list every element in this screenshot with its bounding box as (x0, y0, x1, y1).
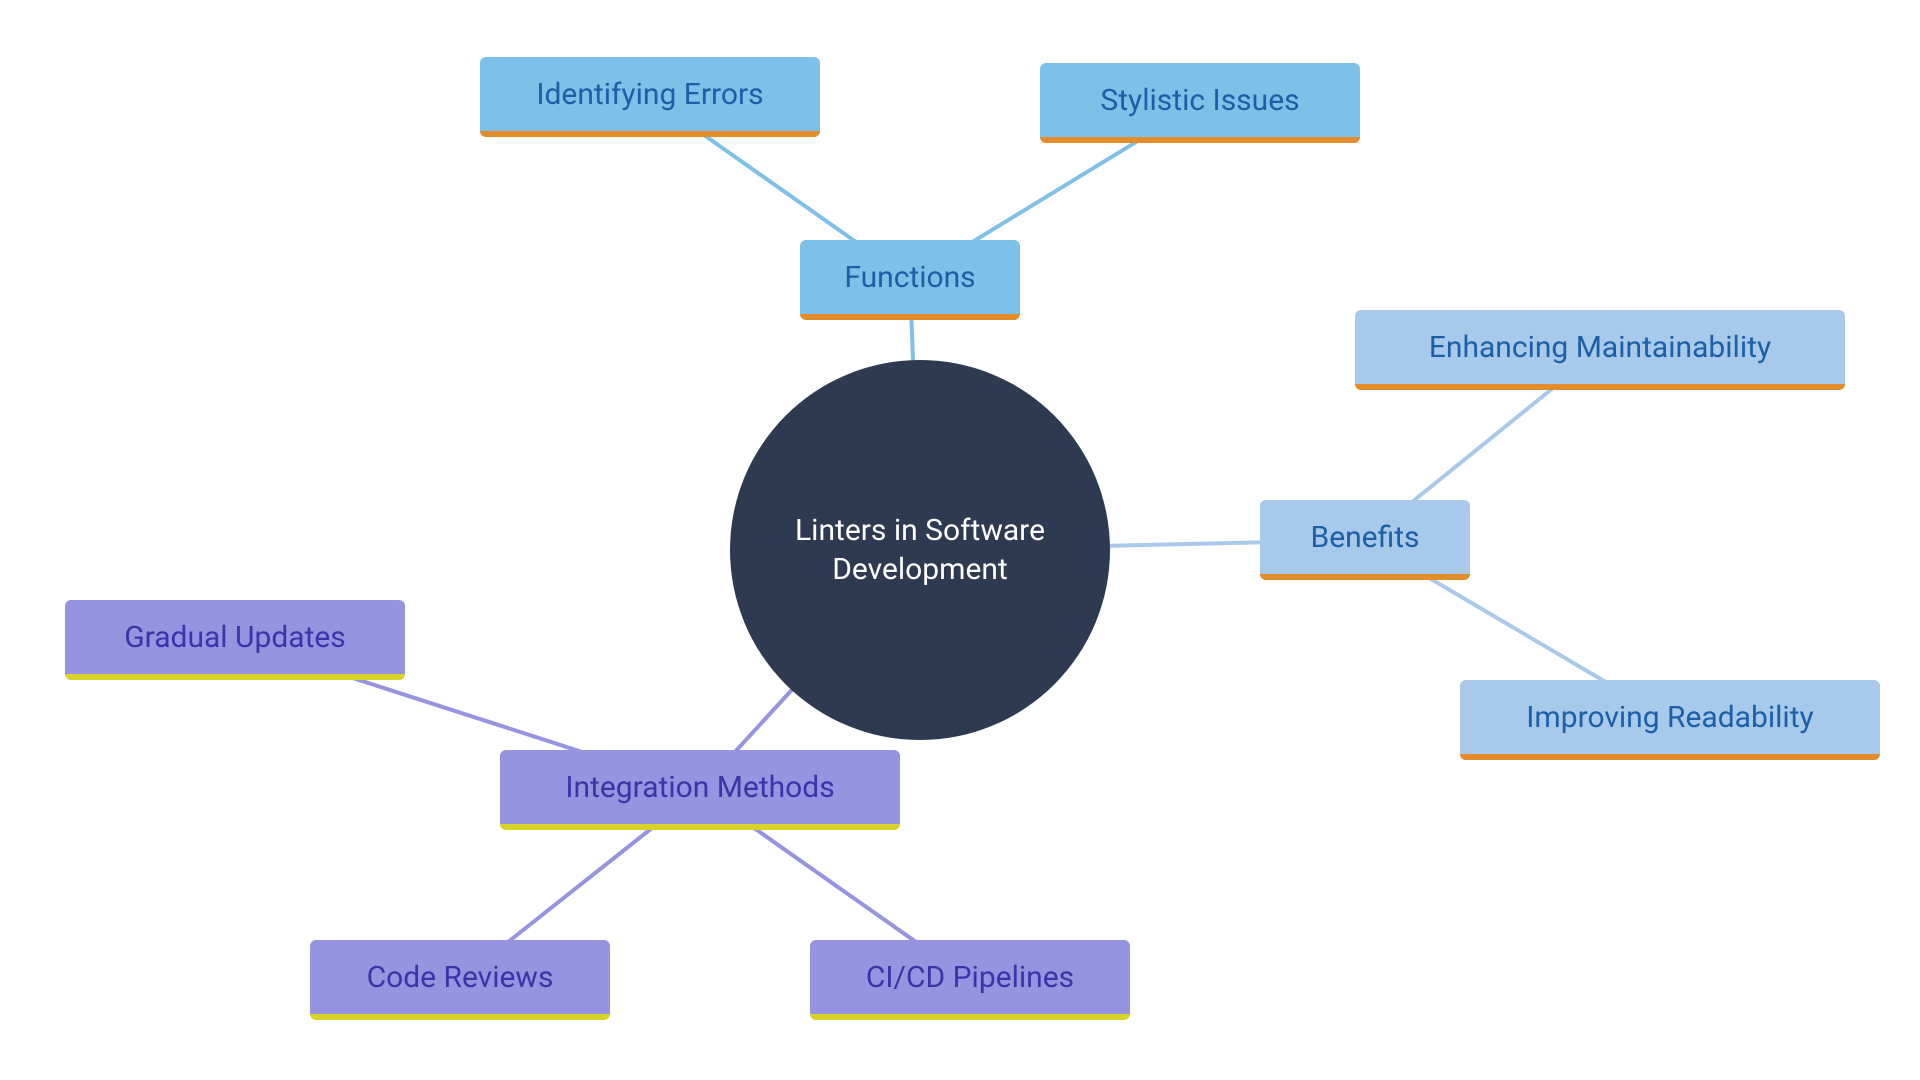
branch-benefits: Benefits (1260, 500, 1470, 580)
mindmap-canvas: Linters in SoftwareDevelopment Functions I… (0, 0, 1920, 1080)
leaf-code-reviews: Code Reviews (310, 940, 610, 1020)
leaf-enhancing-maintainability: Enhancing Maintainability (1355, 310, 1845, 390)
branch-integration-methods: Integration Methods (500, 750, 900, 830)
leaf-gradual-updates: Gradual Updates (65, 600, 405, 680)
center-node: Linters in SoftwareDevelopment (730, 360, 1110, 740)
leaf-improving-readability: Improving Readability (1460, 680, 1880, 760)
leaf-identifying-errors: Identifying Errors (480, 57, 820, 137)
leaf-stylistic-issues: Stylistic Issues (1040, 63, 1360, 143)
leaf-cicd-pipelines: CI/CD Pipelines (810, 940, 1130, 1020)
branch-functions: Functions (800, 240, 1020, 320)
